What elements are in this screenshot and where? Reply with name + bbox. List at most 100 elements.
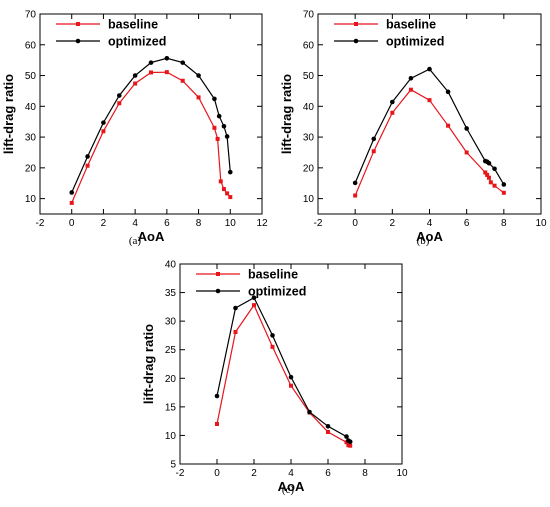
y-tick-label: 60: [303, 40, 315, 51]
x-tick-label: -2: [36, 218, 45, 229]
x-tick-label: 4: [132, 218, 138, 229]
series-optimized: [352, 66, 507, 187]
x-tick-label: 4: [288, 468, 294, 479]
y-tick-label: 70: [25, 10, 37, 21]
data-point-optimized: [288, 374, 294, 380]
data-point-baseline: [117, 101, 122, 106]
y-tick-label: 50: [303, 71, 315, 82]
legend: baseline optimized: [196, 268, 306, 299]
chart-panel-2: -2 0 2 4 6 8 10 10 20 30 40 50 60 70 AoA lift-drag rati…: [279, 10, 547, 248]
data-point-baseline: [149, 70, 153, 75]
x-tick-label: 0: [214, 468, 220, 479]
y-tick-label: 10: [165, 431, 177, 442]
y-tick-label: 40: [303, 102, 315, 113]
data-point-baseline: [371, 149, 376, 154]
x-tick-label: 8: [362, 468, 368, 479]
data-point-baseline: [252, 303, 256, 308]
data-point-optimized: [445, 89, 451, 95]
data-point-baseline: [69, 200, 74, 205]
series-optimized: [214, 295, 353, 445]
data-point-optimized: [148, 60, 154, 65]
data-point-baseline: [101, 129, 106, 134]
x-tick-label: 4: [427, 218, 433, 229]
x-tick-label: 6: [464, 218, 470, 229]
data-point-optimized: [196, 73, 201, 78]
y-tick-label: 35: [165, 288, 177, 299]
data-point-baseline: [212, 125, 217, 130]
data-point-optimized: [464, 126, 469, 131]
y-tick-label: 20: [303, 163, 315, 174]
data-point-baseline: [215, 422, 219, 426]
legend-marker-baseline: [76, 22, 80, 26]
data-point-baseline: [196, 95, 201, 100]
y-tick-label: 30: [25, 133, 37, 144]
data-point-baseline: [427, 98, 432, 103]
y-tick-label: 20: [25, 163, 37, 174]
data-point-optimized: [221, 124, 227, 129]
data-point-optimized: [344, 434, 349, 439]
y-tick-label: 20: [165, 374, 177, 385]
x-tick-label: -2: [176, 468, 185, 479]
x-tick-label: 8: [196, 218, 202, 229]
x-axis-title: AoA: [138, 229, 165, 244]
data-point-baseline: [85, 163, 90, 168]
data-point-baseline: [228, 195, 233, 200]
data-point-optimized: [251, 295, 257, 301]
data-point-optimized: [307, 409, 312, 415]
data-point-baseline: [270, 344, 275, 349]
x-tick-label: 12: [256, 218, 268, 229]
data-point-baseline: [485, 172, 490, 177]
x-tick-label: -2: [314, 218, 323, 229]
data-point-optimized: [270, 333, 275, 338]
data-point-baseline: [215, 136, 220, 141]
plot-frame: [39, 13, 263, 215]
chart-panel-3: -2 0 2 4 6 8 10 5 10 15 20 25 30 35 40 AoA lift-drag rat…: [141, 260, 408, 497]
data-point-optimized: [216, 113, 222, 119]
x-tick-label: 2: [390, 218, 396, 229]
data-point-optimized: [116, 93, 122, 98]
data-point-optimized: [214, 393, 220, 399]
data-point-optimized: [347, 439, 353, 445]
y-tick-label: 30: [165, 317, 177, 328]
data-point-optimized: [69, 190, 75, 195]
y-tick-label: 10: [25, 194, 37, 205]
data-point-baseline: [164, 70, 169, 75]
data-point-baseline: [390, 110, 395, 115]
panel-label: (c): [282, 484, 295, 496]
x-tick-label: 10: [396, 468, 408, 479]
y-tick-label: 70: [303, 10, 315, 21]
y-tick-label: 25: [165, 345, 177, 356]
y-tick-label: 60: [25, 40, 37, 51]
data-point-baseline: [408, 87, 413, 92]
data-point-baseline: [483, 170, 488, 175]
y-tick-label: 10: [303, 194, 315, 205]
data-point-optimized: [212, 96, 217, 102]
y-tick-label: 40: [165, 260, 177, 271]
data-point-baseline: [486, 175, 491, 180]
legend-marker-baseline: [354, 22, 358, 26]
legend-label-optimized: optimized: [386, 35, 444, 49]
data-point-optimized: [408, 76, 414, 81]
data-point-baseline: [218, 179, 223, 184]
series-optimized: [69, 56, 233, 195]
legend-marker-optimized: [353, 38, 359, 44]
data-point-optimized: [427, 66, 432, 72]
data-point-optimized: [180, 60, 186, 65]
x-tick-label: 0: [352, 218, 358, 229]
y-axis-title: lift-drag ratio: [1, 74, 16, 154]
y-tick-label: 30: [303, 133, 315, 144]
x-axis-title: AoA: [416, 229, 443, 244]
data-point-optimized: [164, 56, 170, 61]
y-tick-label: 40: [25, 102, 37, 113]
x-tick-label: 10: [225, 218, 237, 229]
data-point-baseline: [446, 123, 451, 128]
legend-label-optimized: optimized: [248, 285, 306, 299]
data-point-baseline: [488, 180, 493, 185]
data-point-baseline: [344, 440, 349, 445]
data-point-optimized: [132, 73, 138, 78]
data-point-optimized: [233, 305, 238, 311]
data-point-optimized: [371, 136, 377, 142]
legend: baseline optimized: [56, 18, 166, 49]
x-tick-label: 2: [101, 218, 107, 229]
